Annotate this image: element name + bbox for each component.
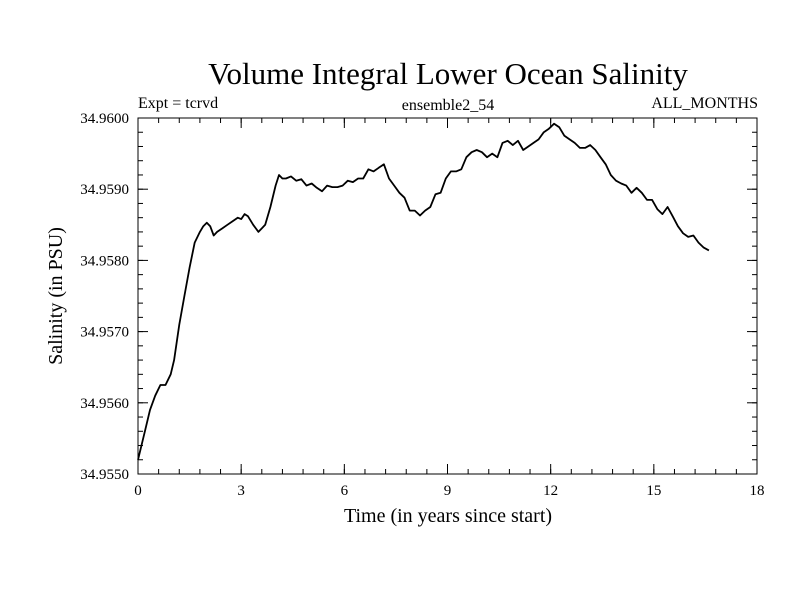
x-tick-label: 18: [750, 483, 765, 499]
x-axis-label: Time (in years since start): [344, 505, 552, 527]
y-axis-label: Salinity (in PSU): [45, 227, 67, 365]
y-tick-label: 34.9580: [80, 253, 129, 269]
x-tick-label: 15: [646, 483, 661, 499]
subtitle-ensemble: ensemble2_54: [402, 97, 494, 114]
chart-title: Volume Integral Lower Ocean Salinity: [208, 56, 688, 91]
subtitle-experiment: Expt = tcrvd: [138, 95, 218, 112]
x-tick-label: 9: [444, 483, 452, 499]
x-tick-label: 0: [134, 483, 142, 499]
x-tick-label: 6: [341, 483, 349, 499]
y-tick-label: 34.9560: [80, 396, 129, 412]
plot-frame: [137, 117, 758, 475]
x-axis-ticks: [137, 118, 758, 474]
subtitle-months: ALL_MONTHS: [651, 95, 758, 112]
y-tick-label: 34.9600: [80, 111, 129, 127]
x-axis-tick-labels: 0 3 6 9 12 15 18: [134, 483, 764, 499]
y-tick-label: 34.9590: [80, 182, 129, 198]
y-tick-label: 34.9550: [80, 467, 129, 483]
y-axis-ticks: [138, 117, 757, 475]
x-tick-label: 12: [543, 483, 558, 499]
salinity-series-line: [137, 122, 710, 461]
y-axis-tick-labels: 34.9550 34.9560 34.9570 34.9580 34.9590 34.96…: [80, 111, 129, 483]
x-tick-label: 3: [237, 483, 245, 499]
y-tick-label: 34.9570: [80, 325, 129, 341]
